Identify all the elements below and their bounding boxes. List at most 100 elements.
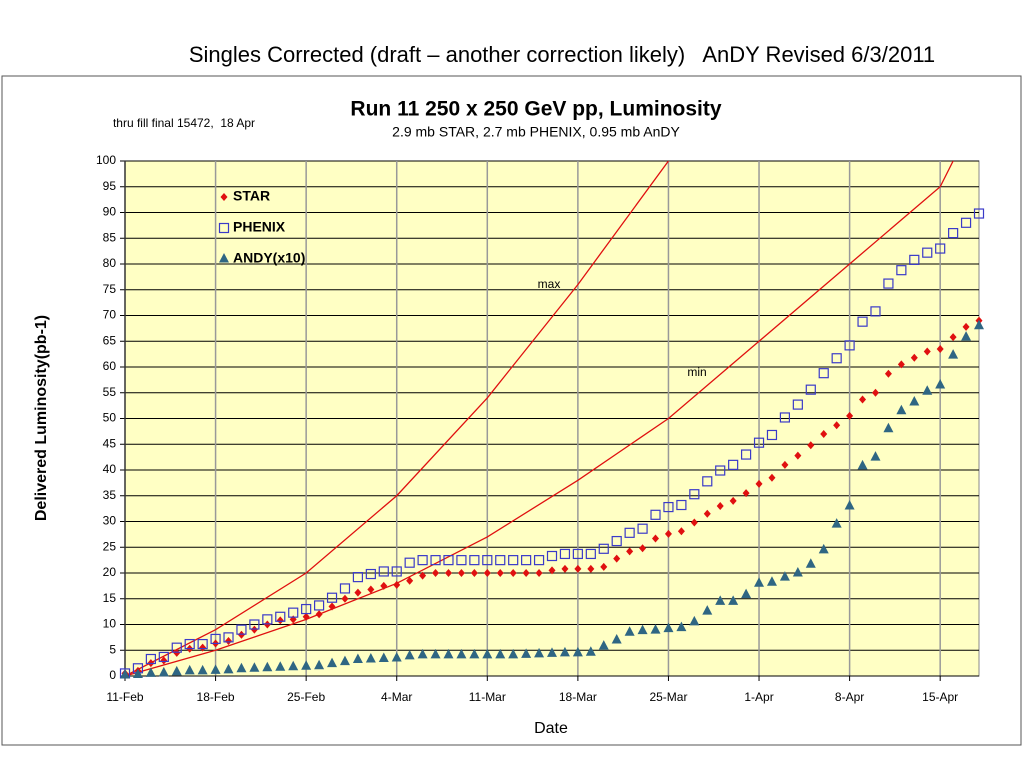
limit-curve [125,161,669,676]
point [637,624,648,635]
point [754,577,765,587]
point [443,648,454,659]
point [884,369,892,378]
point [509,569,517,577]
limit-curve [125,161,954,676]
y-tick-label: 60 [103,359,117,373]
point [909,396,920,406]
y-tick-label: 35 [103,488,117,502]
point [417,555,428,566]
legend-marker [220,193,228,201]
y-tick-label: 10 [103,617,117,631]
curve-label: max [538,277,561,291]
point [225,636,233,645]
note: thru fill final 15472, 18 Apr [113,116,255,130]
point [805,558,816,568]
curve-label: min [687,365,706,379]
y-tick-label: 70 [103,308,117,322]
point [870,306,881,317]
point [689,489,700,500]
point [559,548,571,560]
chart-title: Run 11 250 x 250 GeV pp, Luminosity [350,98,721,121]
point [935,379,946,389]
point [624,527,635,538]
y-tick-label: 20 [103,565,117,579]
point [249,662,260,672]
x-tick-label: 25-Mar [649,690,687,704]
point [158,651,169,663]
point [663,622,674,633]
point [288,660,299,671]
y-tick-label: 15 [103,591,117,605]
point [598,543,609,554]
point [676,499,687,511]
point [315,610,323,619]
point [923,347,931,356]
point [534,647,545,658]
point [391,566,402,577]
point [962,322,970,331]
point [236,662,247,673]
point [611,535,622,547]
point [792,567,803,577]
point [690,518,698,527]
point [715,595,726,605]
point [779,571,790,581]
point [611,633,622,644]
point [753,437,765,448]
point [365,653,376,663]
legend-marker [218,222,230,234]
point [742,489,750,498]
point [559,646,570,657]
point [380,581,388,590]
point [585,548,596,560]
y-tick-label: 55 [103,385,117,399]
point [702,605,713,615]
point [844,340,855,351]
y-tick-label: 80 [103,256,117,270]
slide-title: Singles Corrected (draft – another corre… [189,42,935,67]
legend-label: STAR [233,188,270,204]
point [508,555,519,566]
point [236,624,247,635]
point [572,646,583,657]
point [327,657,338,668]
point [496,569,504,577]
point [703,509,711,518]
x-tick-label: 25-Feb [287,690,325,704]
point [430,555,441,566]
point [781,460,789,469]
point [626,547,634,556]
point [145,653,156,665]
point [456,648,467,659]
point [548,566,556,575]
point [857,459,868,470]
point [935,243,946,254]
point [948,349,959,359]
point [469,555,480,566]
point [805,384,816,395]
x-tick-label: 15-Apr [922,690,958,704]
point [600,562,608,571]
point [444,569,452,577]
point [779,412,791,423]
point [663,501,674,513]
x-tick-label: 11-Mar [469,690,506,704]
point [896,265,907,276]
point [728,459,739,470]
point [197,664,208,675]
y-tick-label: 50 [103,411,117,425]
point [378,652,389,662]
point [650,624,661,634]
point [132,668,143,678]
y-tick-label: 90 [103,205,117,219]
point [547,647,557,657]
y-tick-label: 5 [109,642,116,656]
point [728,595,739,605]
point [301,603,312,615]
point [276,616,284,625]
point [275,611,286,622]
y-tick-label: 100 [96,153,116,167]
point [237,630,245,639]
point [870,451,881,461]
